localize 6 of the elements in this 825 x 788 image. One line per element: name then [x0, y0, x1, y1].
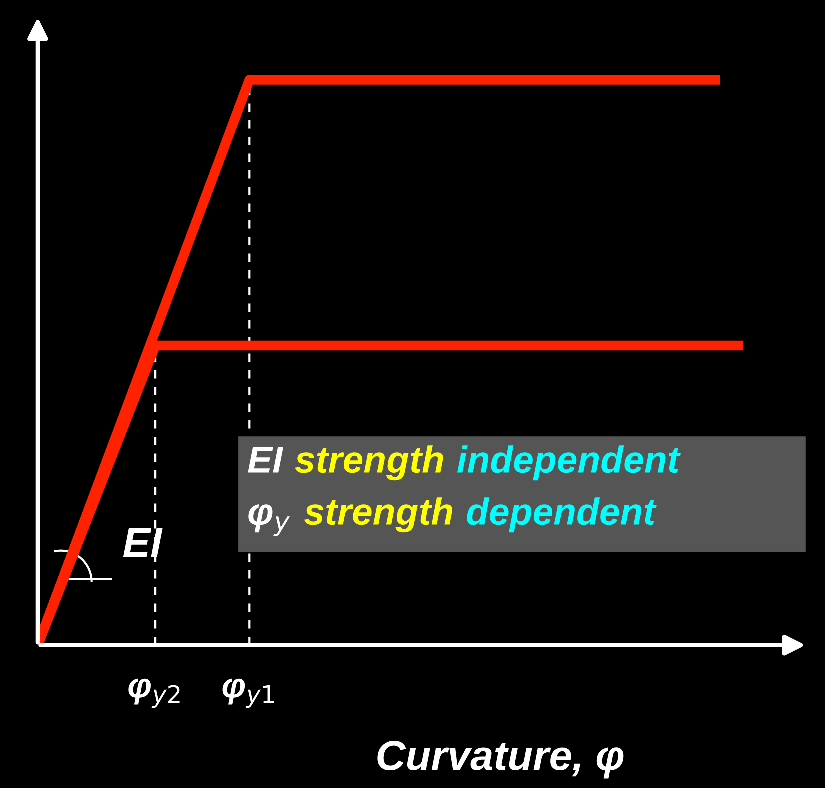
x-tick-label: φ$_{y1}$: [222, 678, 274, 708]
x-tick-label: φ$_{y2}$: [128, 678, 180, 708]
annotation: EI strength independent: [248, 446, 682, 481]
annotation: φ$_{y}$ strength dependent: [248, 498, 657, 536]
x-axis-title: Curvature, φ: [378, 741, 624, 779]
annotation: EI: [123, 528, 163, 558]
